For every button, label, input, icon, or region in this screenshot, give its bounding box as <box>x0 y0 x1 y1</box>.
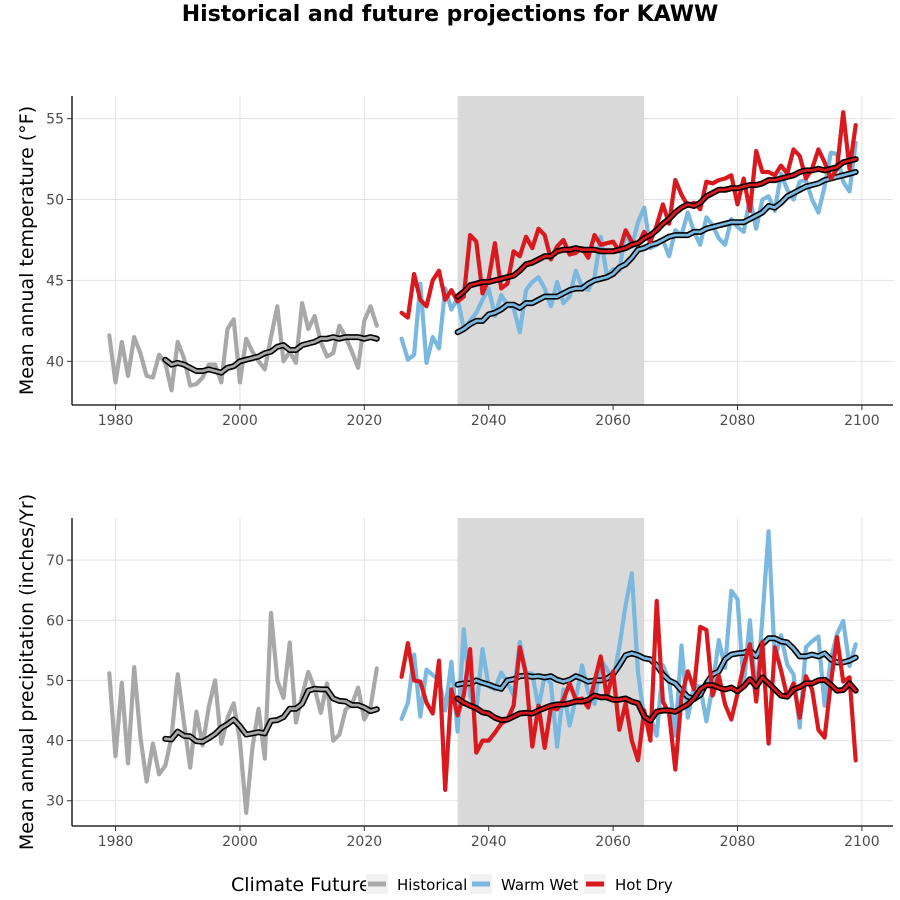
y-tick-label: 50 <box>46 193 64 209</box>
series-historical <box>107 301 379 393</box>
series-warm-wet-smoothed <box>456 636 858 701</box>
temperature-y-axis-label: Mean annual temperature (°F) <box>16 106 38 395</box>
x-tick-label: 1980 <box>98 834 134 850</box>
x-tick-label: 2040 <box>471 413 507 429</box>
y-tick-label: 40 <box>46 734 64 750</box>
y-tick-label: 40 <box>46 354 64 370</box>
series-hot-dry-smoothed <box>456 676 858 723</box>
x-tick-label: 2020 <box>347 834 383 850</box>
legend-item-historical: Historical <box>366 874 467 894</box>
y-tick-label: 60 <box>46 613 64 629</box>
precipitation-y-axis-label: Mean annual precipitation (inches/Yr) <box>16 494 38 850</box>
legend-item-hot-dry: Hot Dry <box>584 874 673 894</box>
x-tick-label: 1980 <box>98 413 134 429</box>
x-tick-label: 2100 <box>844 834 880 850</box>
y-tick-label: 30 <box>46 794 64 810</box>
x-tick-label: 2060 <box>595 834 631 850</box>
y-tick-label: 45 <box>46 273 64 289</box>
series-hot-dry-smoothed <box>456 157 858 299</box>
x-tick-label: 2080 <box>720 413 756 429</box>
series-historical <box>107 610 379 815</box>
series-hot-dry <box>399 110 858 320</box>
series-warm-wet-smoothed <box>456 170 858 334</box>
x-tick-label: 2020 <box>347 413 383 429</box>
x-tick-label: 2040 <box>471 834 507 850</box>
y-tick-label: 70 <box>46 553 64 569</box>
legend-label-historical: Historical <box>397 876 467 894</box>
series-hot-dry <box>399 598 858 793</box>
legend-label-warm-wet: Warm Wet <box>501 876 579 894</box>
temperature-panel: 40 45 50 55 1980 2000 2020 2040 2060 2080 2100 Mean… <box>16 96 893 429</box>
y-tick-label: 55 <box>46 112 64 128</box>
chart-title: Historical and future projections for KA… <box>182 2 719 27</box>
x-tick-label: 2080 <box>720 834 756 850</box>
x-tick-label: 2000 <box>222 413 258 429</box>
x-tick-label: 2060 <box>595 413 631 429</box>
x-tick-label: 2000 <box>222 834 258 850</box>
x-tick-label: 2100 <box>844 413 880 429</box>
y-tick-label: 50 <box>46 673 64 689</box>
series-historical-smoothed <box>163 687 379 744</box>
precipitation-panel: 30 40 50 60 70 1980 2000 2020 2040 2060 2080 2100 Me… <box>16 494 893 850</box>
legend-label-hot-dry: Hot Dry <box>615 876 673 894</box>
legend-item-warm-wet: Warm Wet <box>470 874 579 894</box>
series-historical-smoothed <box>163 335 379 375</box>
legend: Climate Future Historical Warm Wet Hot D… <box>231 874 673 896</box>
legend-title: Climate Future <box>231 874 371 896</box>
